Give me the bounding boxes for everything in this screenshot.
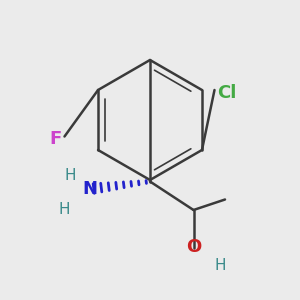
Text: H: H — [59, 202, 70, 217]
Text: O: O — [186, 238, 201, 256]
Text: H: H — [65, 168, 76, 183]
Text: N: N — [82, 180, 98, 198]
Text: F: F — [50, 130, 61, 148]
Text: Cl: Cl — [217, 84, 236, 102]
Text: H: H — [215, 258, 226, 273]
